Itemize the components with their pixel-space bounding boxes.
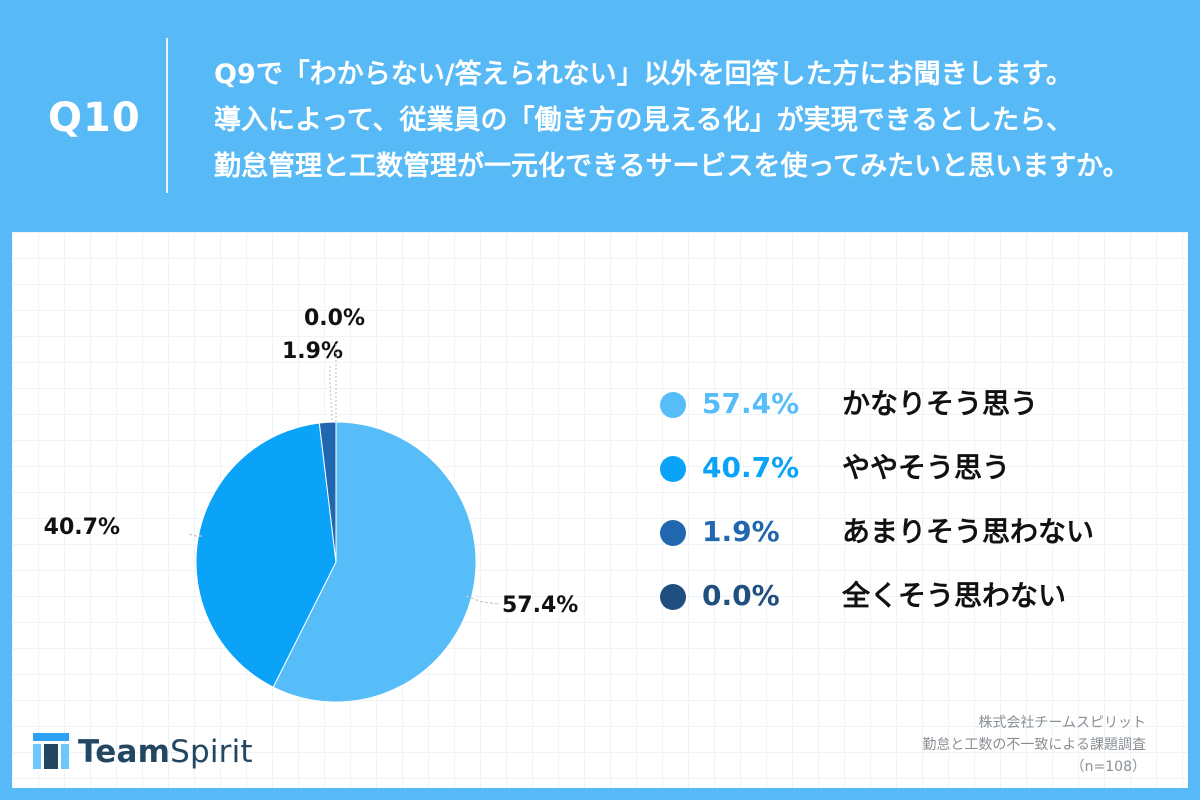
source-note: 株式会社チームスピリット 勤怠と工数の不一致による課題調査 （n=108）: [786, 712, 1146, 778]
legend-value-3: 1.9%: [702, 515, 780, 548]
pie-label-2: 40.7%: [44, 515, 120, 540]
legend-item-1: 57.4% かなりそう思う: [660, 384, 1160, 424]
legend-value-2: 40.7%: [702, 451, 800, 484]
pie-chart: 57.4% 40.7% 1.9% 0.0%: [44, 306, 578, 703]
header: Q10 Q9で「わからない/答えられない」以外を回答した方にお聞きします。 導入…: [0, 0, 1200, 230]
pie-label-1: 57.4%: [502, 593, 578, 618]
pie-leader-line-1: [465, 595, 501, 605]
brand-team: Team: [78, 734, 171, 770]
question-text: Q9で「わからない/答えられない」以外を回答した方にお聞きします。 導入によって…: [214, 52, 1174, 190]
pie-leader-line-2: [187, 533, 202, 537]
brand-spirit: Spirit: [170, 734, 253, 770]
legend-label-4: 全くそう思わない: [842, 579, 1067, 612]
source-survey: 勤怠と工数の不一致による課題調査: [922, 737, 1146, 753]
question-line-1: Q9で「わからない/答えられない」以外を回答した方にお聞きします。: [214, 59, 1073, 90]
legend-swatch-1: [660, 392, 686, 418]
legend-item-4: 0.0% 全くそう思わない: [660, 576, 1160, 616]
legend-item-2: 40.7% ややそう思う: [660, 448, 1160, 488]
teamspirit-logo-icon: [33, 733, 69, 769]
source-company: 株式会社チームスピリット: [978, 715, 1146, 731]
chart-card: 57.4% 40.7% 1.9% 0.0% 57.4% かなりそう思う 40.7% や…: [12, 232, 1188, 788]
question-number: Q10: [48, 95, 141, 141]
question-line-3: 勤怠管理と工数管理が一元化できるサービスを使ってみたいと思いますか。: [214, 151, 1130, 182]
legend-value-4: 0.0%: [702, 579, 780, 612]
legend-label-3: あまりそう思わない: [842, 515, 1095, 548]
legend-item-3: 1.9% あまりそう思わない: [660, 512, 1160, 552]
question-line-2: 導入によって、従業員の「働き方の見える化」が実現できるとしたら、: [214, 105, 1074, 136]
legend-swatch-2: [660, 456, 686, 482]
pie-slice-2: [195, 422, 337, 688]
legend-value-1: 57.4%: [702, 387, 800, 420]
legend-swatch-4: [660, 584, 686, 610]
legend-label-2: ややそう思う: [842, 451, 1011, 484]
pie-slice-1: [272, 421, 477, 703]
legend-swatch-3: [660, 520, 686, 546]
teamspirit-logo: TeamSpirit: [32, 732, 272, 772]
pie-label-3: 1.9%: [282, 339, 343, 364]
teamspirit-wordmark: TeamSpirit: [78, 733, 253, 771]
source-sample: （n=108）: [1070, 759, 1146, 775]
legend-label-1: かなりそう思う: [842, 387, 1039, 420]
pie-label-4: 0.0%: [304, 306, 365, 331]
header-divider: [166, 38, 168, 193]
pie-leader-line-3: [329, 364, 333, 421]
